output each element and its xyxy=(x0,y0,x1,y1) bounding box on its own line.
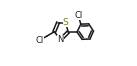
Text: S: S xyxy=(63,18,68,27)
Text: Cl: Cl xyxy=(36,36,44,45)
Text: N: N xyxy=(57,35,64,44)
Text: Cl: Cl xyxy=(74,11,82,20)
